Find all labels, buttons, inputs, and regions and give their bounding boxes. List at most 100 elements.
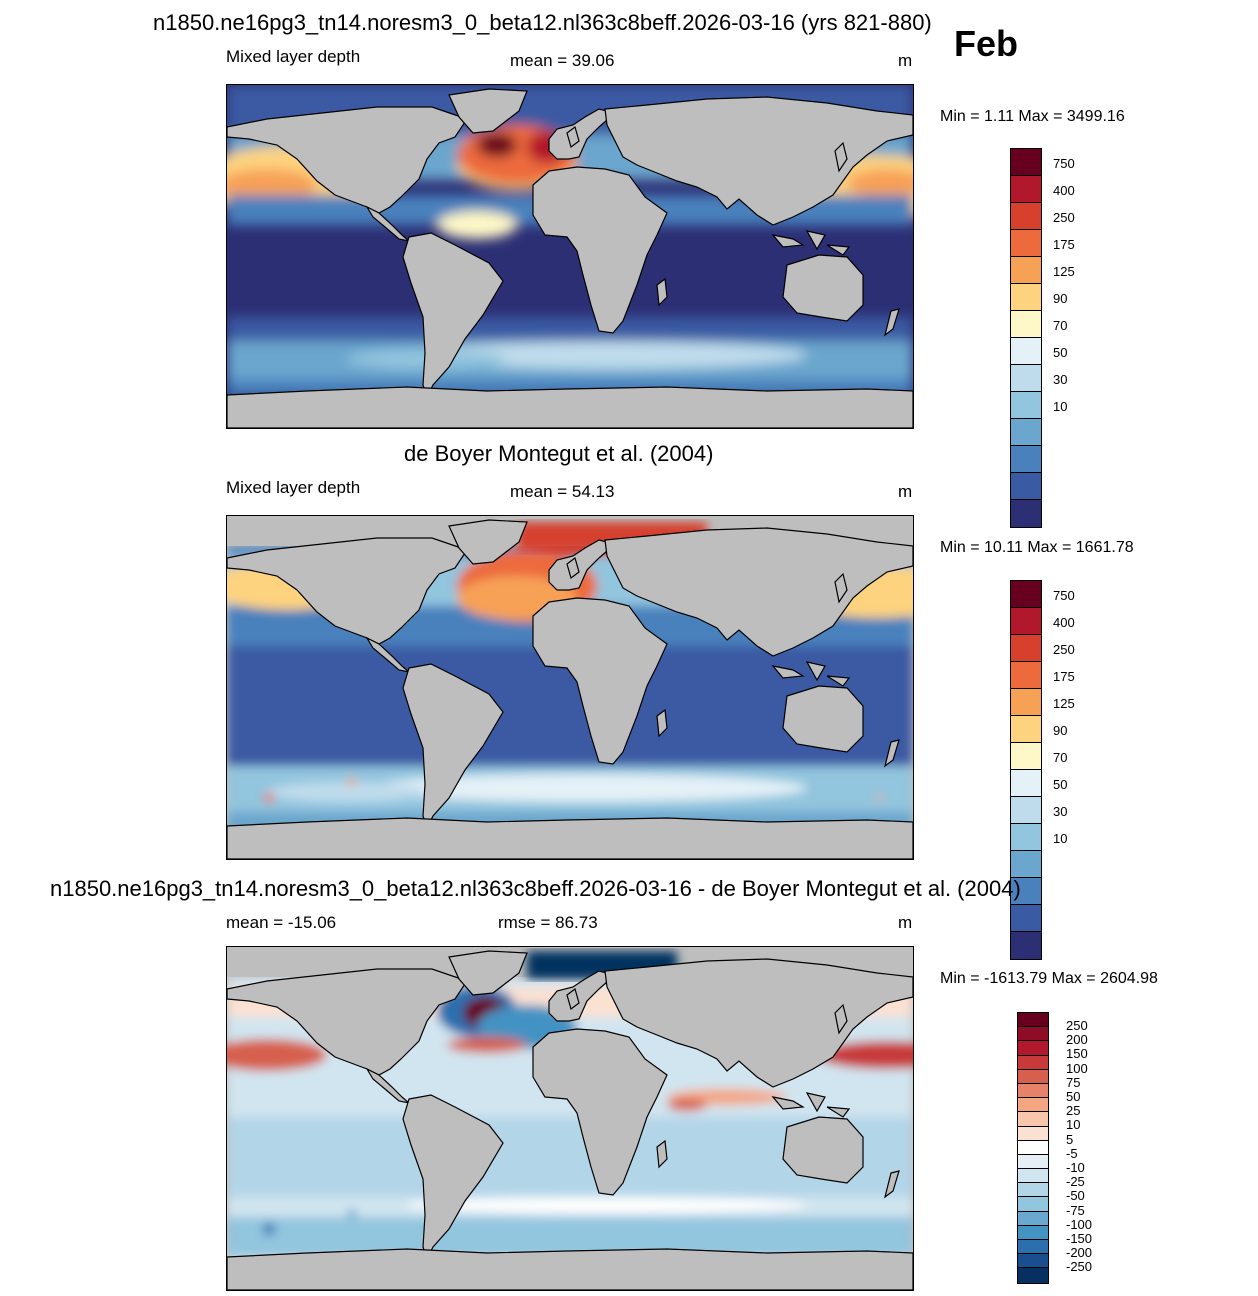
panel3-tick: -25: [1066, 1174, 1085, 1189]
panel1-tick: 30: [1053, 372, 1068, 387]
colorbar-segment: [1018, 1183, 1048, 1198]
panel3-tick: -100: [1066, 1217, 1093, 1232]
colorbar-segment: [1018, 1140, 1048, 1155]
colorbar-segment: [1011, 392, 1041, 419]
colorbar-segment: [1011, 446, 1041, 473]
colorbar-segment: [1011, 365, 1041, 392]
panel3-tick: -150: [1066, 1231, 1093, 1246]
panel2-tick: 70: [1053, 750, 1068, 765]
colorbar-segment: [1018, 1055, 1048, 1070]
colorbar-segment: [1018, 1240, 1048, 1255]
panel2-tick: 30: [1053, 804, 1068, 819]
panel3-tick: 200: [1066, 1032, 1088, 1047]
panel2-tick: 400: [1053, 615, 1075, 630]
panel3-tick: -250: [1066, 1259, 1093, 1274]
panel3-colorbar: [1017, 1012, 1049, 1284]
panel2-tick: 50: [1053, 777, 1068, 792]
panel3-tick: -200: [1066, 1245, 1093, 1260]
colorbar-segment: [1011, 797, 1041, 824]
panel2-tick: 175: [1053, 669, 1075, 684]
colorbar-segment: [1011, 932, 1041, 959]
panel1-colorbar-segments: [1011, 149, 1041, 527]
panel3-tick: 150: [1066, 1046, 1088, 1061]
colorbar-segment: [1011, 500, 1041, 527]
panel2-heading: de Boyer Montegut et al. (2004): [404, 441, 714, 466]
colorbar-segment: [1011, 716, 1041, 743]
colorbar-segment: [1011, 743, 1041, 770]
panel3-tick: 250: [1066, 1018, 1088, 1033]
panel2-mean-label: mean = 54.13: [510, 482, 615, 501]
colorbar-segment: [1011, 581, 1041, 608]
panel2-units-label: m: [898, 482, 913, 501]
colorbar-segment: [1011, 662, 1041, 689]
panel2-minmax: Min = 10.11 Max = 1661.78: [940, 539, 1134, 556]
colorbar-segment: [1018, 1197, 1048, 1212]
colorbar-segment: [1011, 230, 1041, 257]
colorbar-segment: [1018, 1126, 1048, 1141]
panel2-tick: 10: [1053, 831, 1068, 846]
colorbar-segment: [1018, 1069, 1048, 1084]
panel1-tick: 250: [1053, 210, 1075, 225]
colorbar-segment: [1018, 1154, 1048, 1170]
colorbar-segment: [1011, 203, 1041, 230]
panel3-tick: 25: [1066, 1103, 1081, 1118]
colorbar-segment: [1018, 1083, 1048, 1099]
panel3-tick: -75: [1066, 1203, 1085, 1218]
panel1-tick: 125: [1053, 264, 1075, 279]
colorbar-segment: [1011, 419, 1041, 446]
colorbar-segment: [1011, 635, 1041, 662]
panel3-tick: -10: [1066, 1160, 1085, 1175]
panel1-tick: 10: [1053, 399, 1068, 414]
colorbar-segment: [1018, 1112, 1048, 1127]
panel1-variable-label: Mixed layer depth: [226, 47, 361, 66]
panel2-tick: 750: [1053, 588, 1075, 603]
panel1-tick: 50: [1053, 345, 1068, 360]
colorbar-segment: [1011, 311, 1041, 338]
panel1-tick: 175: [1053, 237, 1075, 252]
panel2-colorbar: [1010, 580, 1042, 960]
colorbar-segment: [1011, 851, 1041, 878]
colorbar-segment: [1011, 473, 1041, 500]
colorbar-segment: [1011, 176, 1041, 203]
colorbar-segment: [1018, 1098, 1048, 1113]
panel3-tick: 100: [1066, 1061, 1088, 1076]
panel3-units-label: m: [898, 913, 913, 932]
colorbar-segment: [1018, 1211, 1048, 1226]
colorbar-segment: [1011, 149, 1041, 176]
panel1-units-label: m: [898, 51, 913, 70]
colorbar-segment: [1011, 689, 1041, 716]
panel2-map: [226, 515, 914, 860]
panel3-map: [226, 946, 914, 1291]
panel1-tick: 90: [1053, 291, 1068, 306]
colorbar-segment: [1011, 905, 1041, 932]
colorbar-segment: [1011, 878, 1041, 905]
panel1-colorbar: [1010, 148, 1042, 528]
colorbar-segment: [1018, 1169, 1048, 1184]
panel2-variable-label: Mixed layer depth: [226, 478, 361, 497]
colorbar-segment: [1018, 1013, 1048, 1028]
colorbar-segment: [1018, 1041, 1048, 1056]
colorbar-segment: [1018, 1254, 1048, 1269]
colorbar-segment: [1011, 824, 1041, 851]
panel3-mean-label: mean = -15.06: [226, 913, 337, 932]
panel3-tick: -50: [1066, 1188, 1085, 1203]
figure-title: n1850.ne16pg3_tn14.noresm3_0_beta12.nl36…: [153, 10, 932, 35]
panel3-tick: 10: [1066, 1117, 1081, 1132]
panel3-tick: 50: [1066, 1089, 1081, 1104]
colorbar-segment: [1011, 770, 1041, 797]
panel1-tick: 70: [1053, 318, 1068, 333]
colorbar-segment: [1011, 284, 1041, 311]
panel3-rmse-label: rmse = 86.73: [498, 913, 598, 932]
panel2-tick: 125: [1053, 696, 1075, 711]
panel2-tick: 250: [1053, 642, 1075, 657]
panel3-tick: 75: [1066, 1075, 1081, 1090]
panel3-colorbar-segments: [1018, 1013, 1048, 1283]
panel1-tick: 400: [1053, 183, 1075, 198]
colorbar-segment: [1011, 608, 1041, 635]
panel1-tick: 750: [1053, 156, 1075, 171]
panel3-tick: 5: [1066, 1132, 1074, 1147]
panel2-tick: 90: [1053, 723, 1068, 738]
colorbar-segment: [1018, 1225, 1048, 1240]
panel3-minmax: Min = -1613.79 Max = 2604.98: [940, 970, 1158, 987]
panel1-minmax: Min = 1.11 Max = 3499.16: [940, 108, 1125, 125]
